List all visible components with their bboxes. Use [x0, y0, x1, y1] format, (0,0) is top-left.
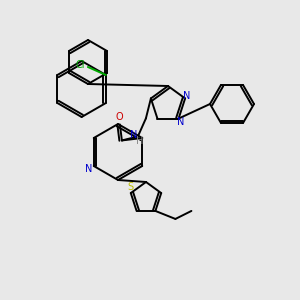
Text: O: O: [115, 112, 123, 122]
Text: N: N: [130, 130, 138, 140]
Text: S: S: [128, 182, 134, 192]
Text: N: N: [85, 164, 92, 174]
Text: N: N: [183, 92, 191, 101]
Text: N: N: [177, 117, 184, 127]
Text: Cl: Cl: [75, 60, 85, 70]
Text: H: H: [136, 136, 144, 146]
